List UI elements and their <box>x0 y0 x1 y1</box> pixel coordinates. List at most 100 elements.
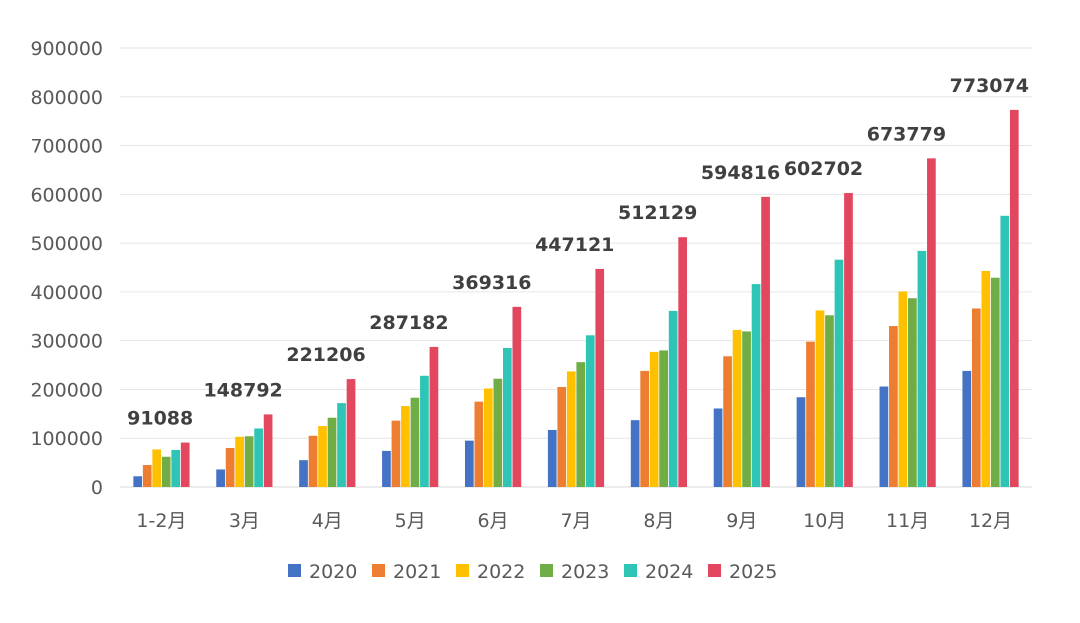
x-tick-label: 10月 <box>803 510 846 532</box>
data-label: 148792 <box>203 379 282 401</box>
bar-2020-1 <box>216 469 225 487</box>
bar-2025-10 <box>1009 109 1019 487</box>
x-axis-ticks: 1-2月 3月 4月 5月 6月 7月 8月 9月 10月 11月 12月 <box>136 510 1012 532</box>
legend-swatch <box>708 564 721 577</box>
x-tick-label: 6月 <box>478 510 509 532</box>
bar-2020-0 <box>133 476 143 487</box>
bar-2022-10 <box>981 270 991 487</box>
data-labels: 91088 14879222120628718236931644712151212… <box>127 75 1029 430</box>
bar-2023-2 <box>327 417 337 487</box>
x-tick-label: 11月 <box>886 510 929 532</box>
bar-2021-4 <box>474 401 484 487</box>
y-tick-label: 0 <box>91 477 103 499</box>
bar-2021-6 <box>640 370 650 487</box>
bar-2023-0 <box>161 456 171 487</box>
bar-2023-4 <box>493 378 503 487</box>
y-tick-label: 100000 <box>30 428 103 450</box>
legend-label: 2021 <box>393 561 441 583</box>
legend-label: 2022 <box>477 561 525 583</box>
bar-2020-3 <box>382 450 391 487</box>
bar-2025-7 <box>761 196 770 487</box>
legend-swatch <box>540 564 553 577</box>
x-tick-label: 12月 <box>969 510 1012 532</box>
legend-label: 2024 <box>645 561 693 583</box>
bar-2024-10 <box>1000 215 1010 487</box>
bar-2024-7 <box>751 284 761 487</box>
data-label: 221206 <box>286 344 365 366</box>
legend-label: 2020 <box>309 561 357 583</box>
x-tick-label: 7月 <box>560 510 591 532</box>
bar-2021-8 <box>806 341 815 487</box>
data-label: 512129 <box>618 202 697 224</box>
bar-2021-9 <box>889 326 898 487</box>
legend-swatch <box>372 564 385 577</box>
bar-2023-7 <box>742 331 751 487</box>
bar-2022-3 <box>401 406 410 487</box>
bar-2023-9 <box>908 298 917 487</box>
bar-2021-10 <box>971 308 981 487</box>
legend-swatch <box>456 564 469 577</box>
bar-2025-4 <box>512 306 522 487</box>
bar-2021-2 <box>308 435 318 487</box>
bar-2020-4 <box>464 440 474 487</box>
bar-2023-5 <box>576 362 586 487</box>
x-tick-label: 5月 <box>395 510 426 532</box>
bar-2023-8 <box>825 315 834 487</box>
bar-2025-9 <box>927 158 936 487</box>
data-label: 447121 <box>535 234 614 256</box>
y-tick-label: 900000 <box>30 38 103 60</box>
y-tick-label: 200000 <box>30 379 103 401</box>
data-label: 594816 <box>701 162 780 184</box>
bars <box>133 109 1019 487</box>
bar-2024-2 <box>337 403 346 487</box>
x-tick-label: 3月 <box>229 510 260 532</box>
y-tick-label: 500000 <box>30 233 103 255</box>
bar-2025-2 <box>346 379 356 487</box>
bar-2024-5 <box>585 335 595 487</box>
x-tick-label: 8月 <box>643 510 674 532</box>
legend-swatch <box>288 564 301 577</box>
bar-2024-6 <box>668 310 678 487</box>
bar-2020-5 <box>547 429 557 487</box>
bar-2023-1 <box>244 436 254 487</box>
bar-2025-5 <box>595 268 605 487</box>
bar-2024-3 <box>420 375 429 487</box>
bar-2025-3 <box>429 346 439 487</box>
bar-2024-4 <box>502 347 512 487</box>
bar-2024-8 <box>834 259 844 487</box>
bar-2022-9 <box>898 291 908 487</box>
bar-2022-8 <box>815 310 825 487</box>
bar-2020-10 <box>962 370 972 487</box>
bar-2021-3 <box>391 420 401 487</box>
y-tick-label: 800000 <box>30 87 103 109</box>
bar-2022-2 <box>318 426 327 487</box>
y-tick-label: 400000 <box>30 282 103 304</box>
bar-2020-9 <box>879 386 889 487</box>
data-label: 602702 <box>784 158 863 180</box>
bar-2022-1 <box>235 436 244 487</box>
legend-swatch <box>624 564 637 577</box>
legend-label: 2023 <box>561 561 609 583</box>
legend: 2020 2021 2022 2023 2024 2025 <box>288 561 777 583</box>
x-tick-label: 4月 <box>312 510 343 532</box>
y-tick-label: 700000 <box>30 136 103 158</box>
bar-2020-6 <box>630 420 640 487</box>
bar-2021-7 <box>723 356 732 487</box>
bar-2021-5 <box>557 387 567 487</box>
bar-2020-7 <box>713 408 723 487</box>
legend-label: 2025 <box>729 561 777 583</box>
bar-2022-6 <box>649 351 659 487</box>
data-label: 673779 <box>867 123 946 145</box>
bar-2020-2 <box>299 460 308 487</box>
bar-2020-8 <box>796 397 806 487</box>
bar-2025-8 <box>844 193 853 487</box>
bar-2023-3 <box>410 397 420 487</box>
y-tick-label: 600000 <box>30 184 103 206</box>
data-label: 287182 <box>369 312 448 334</box>
bar-2024-0 <box>171 449 181 487</box>
bar-2023-6 <box>659 350 669 487</box>
y-tick-label: 300000 <box>30 331 103 353</box>
x-tick-label: 1-2月 <box>136 510 186 532</box>
